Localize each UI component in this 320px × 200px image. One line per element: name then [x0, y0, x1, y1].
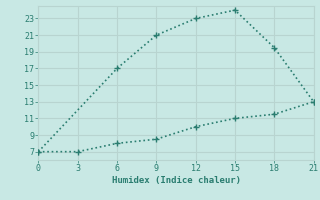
- X-axis label: Humidex (Indice chaleur): Humidex (Indice chaleur): [111, 176, 241, 185]
